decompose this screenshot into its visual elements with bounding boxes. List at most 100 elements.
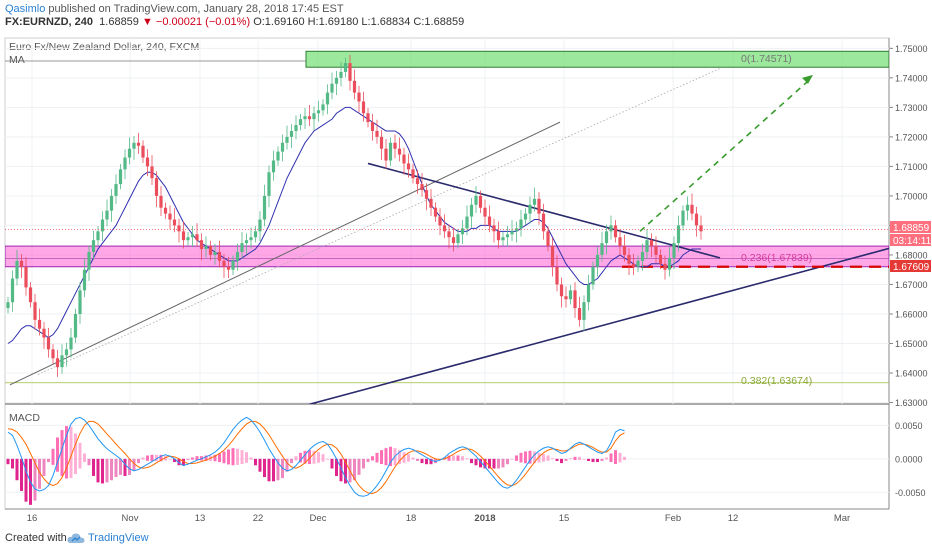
macd-histogram-bar <box>551 458 554 460</box>
candle-body <box>672 243 676 258</box>
candle-body <box>577 308 582 320</box>
descending-trendline[interactable] <box>367 162 721 259</box>
candle-body <box>127 148 132 158</box>
macd-histogram-bar <box>407 454 410 462</box>
candle <box>10 270 15 312</box>
candle-body <box>145 157 150 167</box>
candle <box>429 189 433 216</box>
candle <box>451 227 456 252</box>
fib-label-0: 0(1.74571) <box>741 53 792 65</box>
macd-tick-label: -0.0050 <box>895 488 926 498</box>
candle <box>343 57 348 78</box>
candle-body <box>631 263 636 267</box>
candle-body <box>172 219 177 226</box>
candle <box>618 228 622 256</box>
candle <box>73 308 78 343</box>
candle-body <box>658 254 663 264</box>
candle-body <box>100 219 105 232</box>
time-tick-label: 12 <box>728 513 739 524</box>
candle-body <box>181 231 186 241</box>
candle <box>159 186 163 216</box>
macd-histogram-bar <box>60 430 64 477</box>
candle-body <box>204 246 208 250</box>
ma-legend[interactable]: MA <box>9 54 25 66</box>
macd-signal-line <box>7 420 625 495</box>
candle-body <box>546 231 550 247</box>
macd-histogram-bar <box>128 458 131 475</box>
candle-body <box>240 243 244 252</box>
candle-body <box>10 278 15 303</box>
candle <box>195 223 199 247</box>
macd-histogram-bar <box>236 448 239 465</box>
target-zone[interactable] <box>305 50 889 68</box>
time-tick-label: Nov <box>122 513 139 524</box>
price-tick-label: 1.71000 <box>895 162 928 172</box>
macd-histogram-bar <box>537 452 541 463</box>
candle-body <box>321 104 325 111</box>
rising-channel-line[interactable] <box>9 121 561 386</box>
candle-body <box>699 225 703 232</box>
macd-histogram-bar <box>24 458 28 502</box>
candle <box>573 282 577 318</box>
publication-header: Qasimlo published on TradingView.com, Ja… <box>0 0 932 30</box>
macd-histogram-bar <box>425 458 428 465</box>
macd-histogram-bar <box>312 450 316 464</box>
candle <box>280 134 285 162</box>
projection-arrow[interactable] <box>639 78 811 232</box>
price-chart[interactable]: 1.75000 1.74000 1.73000 1.72000 1.71000 1.700… <box>0 0 932 528</box>
candle-body <box>294 125 298 131</box>
last-price: 1.68859 <box>99 16 139 28</box>
macd-histogram-bar <box>303 450 307 464</box>
time-tick-label: Mar <box>834 513 850 524</box>
macd-histogram-bar <box>87 458 91 466</box>
candle-body <box>433 207 438 217</box>
candle <box>334 71 339 95</box>
time-tick-label: 16 <box>27 513 38 524</box>
candle-body <box>523 213 528 220</box>
instrument-legend: Euro Fx/New Zealand Dollar, 240, FXCM <box>9 41 200 53</box>
candle-body <box>604 231 609 244</box>
candle <box>420 172 424 197</box>
brand-link[interactable]: TradingView <box>88 532 149 544</box>
macd-histogram-bar <box>447 455 451 461</box>
macd-histogram-bar <box>353 458 356 481</box>
macd-histogram-bar <box>101 458 104 484</box>
candle <box>64 342 69 367</box>
candle <box>397 137 402 162</box>
macd-histogram-bar <box>411 457 415 460</box>
macd-histogram-bar <box>605 457 608 460</box>
author-link[interactable]: Qasimlo <box>5 3 46 15</box>
candle-body <box>19 260 24 267</box>
macd-legend[interactable]: MACD <box>9 412 40 424</box>
macd-histogram-bar <box>132 458 136 471</box>
candle <box>240 231 244 259</box>
candle-body <box>370 122 375 131</box>
candle <box>649 233 654 258</box>
candle <box>235 243 240 271</box>
ascending-trendline[interactable] <box>305 247 889 405</box>
candle <box>163 202 168 219</box>
macd-histogram-bar <box>168 458 172 460</box>
macd-histogram-bar <box>510 458 514 460</box>
fib-label-0382: 0.382(1.63674) <box>741 375 812 387</box>
candle-body <box>303 116 307 120</box>
candle <box>672 236 676 270</box>
macd-histogram-bar <box>267 458 271 482</box>
candle <box>487 205 492 233</box>
candle <box>609 215 613 240</box>
macd-histogram-bar <box>564 458 568 461</box>
macd-histogram-bar <box>542 454 545 462</box>
candle <box>330 72 334 100</box>
footer: Created with TradingView <box>0 528 932 550</box>
candle-body <box>550 246 555 267</box>
candle-body <box>559 284 564 297</box>
macd-histogram-bar <box>479 458 482 468</box>
macd-histogram-bar <box>308 450 311 465</box>
candle-body <box>73 313 78 338</box>
candle-body <box>51 349 55 359</box>
macd-histogram-bar <box>92 458 95 476</box>
candle <box>514 221 519 243</box>
candle-body <box>474 195 478 205</box>
candle-body <box>159 195 163 208</box>
candle <box>640 243 645 271</box>
